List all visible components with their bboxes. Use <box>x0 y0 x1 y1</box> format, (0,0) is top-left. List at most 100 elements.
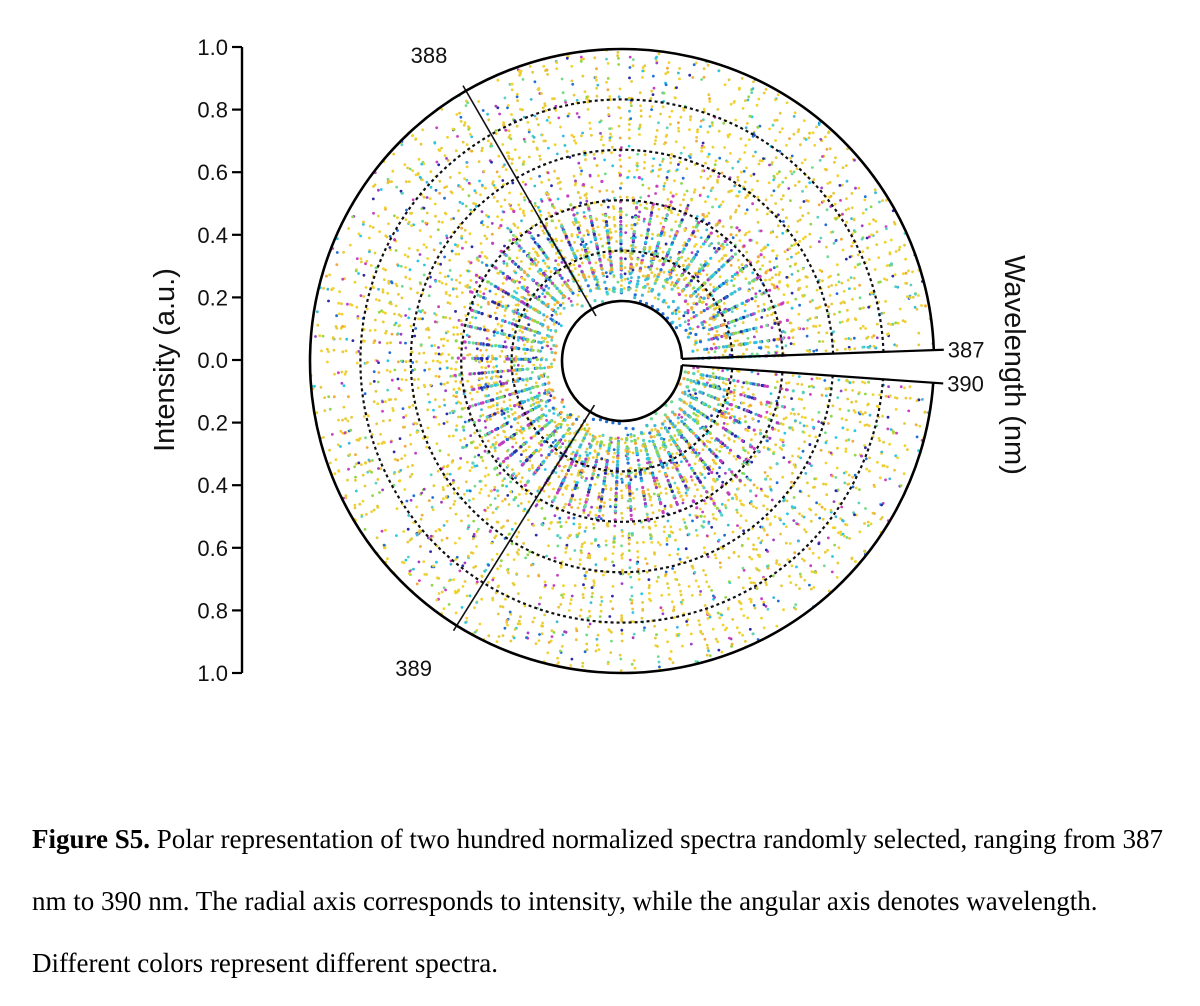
spectrum-point <box>860 454 864 458</box>
spectrum-point <box>533 616 536 620</box>
spectrum-point <box>647 265 650 269</box>
spectrum-point <box>741 107 745 110</box>
spectrum-point <box>359 234 362 238</box>
spectrum-point <box>585 648 589 652</box>
spectrum-point <box>373 251 377 255</box>
spectrum-point <box>628 55 632 59</box>
spectrum-point <box>781 438 785 442</box>
spectrum-point <box>759 346 763 350</box>
spectrum-point <box>550 520 553 524</box>
spectrum-point <box>422 560 426 563</box>
spectrum-point <box>921 398 924 401</box>
spectrum-point <box>674 192 678 196</box>
spectrum-point <box>721 623 725 627</box>
spectrum-point <box>694 413 698 417</box>
spectrum-point <box>368 250 371 254</box>
spectrum-point <box>414 327 418 330</box>
spectrum-point <box>416 248 420 252</box>
spectrum-point <box>785 216 788 220</box>
spectrum-point <box>851 485 855 489</box>
spectrum-point <box>737 599 741 603</box>
spectrum-point <box>451 481 455 485</box>
spectrum-point <box>448 269 452 272</box>
spectrum-point <box>630 586 633 589</box>
spectrum-point <box>506 106 509 110</box>
spectrum-point <box>506 410 510 414</box>
spectrum-point <box>792 132 796 136</box>
spectrum-point <box>629 101 633 104</box>
spectrum-point <box>403 444 407 448</box>
spectrum-point <box>781 330 785 333</box>
spectrum-point <box>696 275 700 279</box>
spectrum-point <box>677 129 681 133</box>
spectrum-point <box>796 455 800 458</box>
spectrum-point <box>544 583 547 587</box>
spectrum-point <box>744 519 748 522</box>
spectrum-point <box>789 581 793 584</box>
spectrum-point <box>592 579 596 583</box>
spectrum-point <box>575 112 579 115</box>
spectrum-point <box>634 246 637 249</box>
spectrum-point <box>640 592 644 596</box>
spectrum-point <box>915 307 919 311</box>
spectrum-point <box>479 414 482 418</box>
spectrum-point <box>599 609 603 613</box>
spectrum-point <box>752 172 756 176</box>
spectrum-point <box>639 196 643 199</box>
spectrum-point <box>659 112 662 116</box>
spectrum-point <box>719 445 723 448</box>
spectrum-point <box>665 126 669 130</box>
spectrum-point <box>885 278 889 282</box>
spectrum-point <box>874 191 877 195</box>
spectrum-point <box>774 373 778 376</box>
spectrum-point <box>801 237 805 241</box>
spectrum-point <box>494 591 498 595</box>
spectrum-point <box>562 584 565 588</box>
spectrum-point <box>446 274 450 278</box>
spectrum-point <box>328 273 331 277</box>
spectrum-point <box>725 416 728 419</box>
spectrum-point <box>487 405 491 409</box>
spectrum-point <box>896 321 900 325</box>
spectrum-point <box>775 624 779 628</box>
spectrum-point <box>853 287 857 290</box>
spectrum-point <box>755 330 758 333</box>
spectrum-point <box>397 479 401 483</box>
spectrum-point <box>393 238 396 242</box>
spectrum-point <box>664 628 668 632</box>
spectrum-point <box>823 550 827 554</box>
spectrum-point <box>506 623 509 627</box>
spectrum-point <box>461 187 465 191</box>
spectrum-point <box>421 219 424 223</box>
spectrum-point <box>864 457 868 461</box>
spectrum-point <box>452 333 456 336</box>
spectrum-point <box>792 115 796 118</box>
spectrum-point <box>601 213 605 216</box>
spectrum-point <box>493 485 497 489</box>
spectrum-point <box>389 248 392 252</box>
spectrum-point <box>457 346 461 350</box>
spectrum-point <box>391 407 395 410</box>
spectrum-point <box>620 614 623 617</box>
spectrum-point <box>834 283 838 287</box>
spectrum-point <box>653 624 656 628</box>
spectrum-point <box>558 649 562 653</box>
spectrum-point <box>719 203 723 207</box>
spectrum-point <box>784 176 788 180</box>
spectrum-point <box>734 457 738 461</box>
spectrum-point <box>532 136 536 139</box>
spectrum-point <box>549 347 553 351</box>
spectrum-point <box>685 402 689 406</box>
spectrum-point <box>437 163 441 167</box>
spectrum-point <box>527 445 531 449</box>
spectrum-point <box>508 532 511 536</box>
spectrum-point <box>611 474 615 478</box>
spectrum-point <box>517 619 521 623</box>
spectrum-point <box>468 489 472 493</box>
spectrum-point <box>784 344 788 348</box>
spectrum-point <box>572 522 576 526</box>
spectrum-point <box>612 455 615 459</box>
spectrum-point <box>613 524 617 528</box>
spectrum-point <box>582 511 586 514</box>
spectrum-point <box>755 586 759 589</box>
